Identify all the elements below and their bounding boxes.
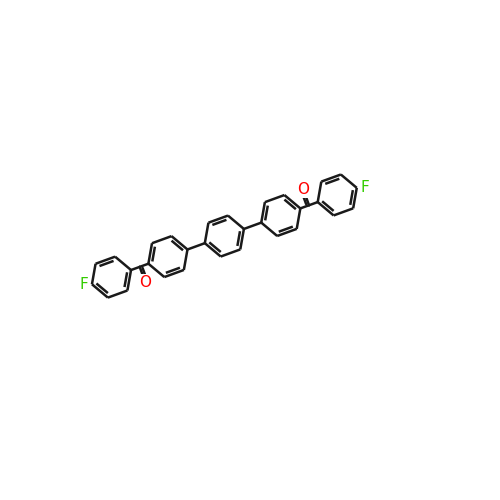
- Text: O: O: [140, 276, 151, 290]
- Text: F: F: [360, 180, 370, 196]
- Text: F: F: [80, 277, 88, 292]
- Text: O: O: [297, 182, 309, 197]
